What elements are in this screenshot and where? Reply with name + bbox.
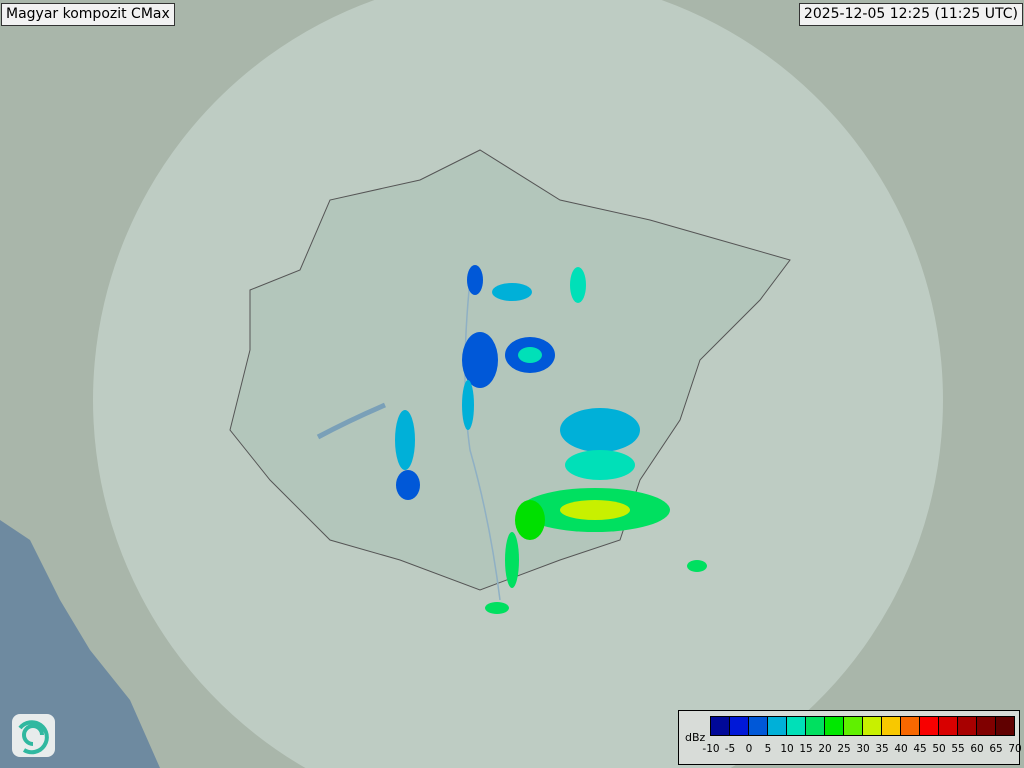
legend-color-cell — [996, 717, 1014, 735]
legend-tick-label: 45 — [913, 743, 927, 755]
legend-tick-label: 70 — [1008, 743, 1022, 755]
legend-ticks: -10 -5 0 5 10 15 20 25 30 35 40 45 50 55 60 65 70 — [701, 743, 1021, 757]
legend-tick-label: 25 — [837, 743, 851, 755]
legend-color-cell — [863, 717, 882, 735]
legend-color-cell — [958, 717, 977, 735]
product-title: Magyar kompozit CMax — [1, 3, 175, 26]
legend-tick-label: 30 — [856, 743, 870, 755]
legend-tick-label: -5 — [724, 743, 736, 755]
legend-tick-label: 50 — [932, 743, 946, 755]
legend-tick-label: 10 — [780, 743, 794, 755]
legend-color-cell — [806, 717, 825, 735]
legend-unit: dBz — [685, 731, 706, 744]
legend-tick-label: 20 — [818, 743, 832, 755]
legend-color-cell — [920, 717, 939, 735]
legend-color-cell — [939, 717, 958, 735]
legend-color-cell — [825, 717, 844, 735]
hungary-border — [229, 149, 791, 591]
legend-color-cell — [787, 717, 806, 735]
timestamp: 2025-12-05 12:25 (11:25 UTC) — [798, 3, 1023, 26]
danube-river — [464, 279, 501, 601]
legend-color-cell — [844, 717, 863, 735]
swirl-logo-icon — [12, 714, 55, 757]
legend-tick-label: 15 — [799, 743, 813, 755]
legend-tick-label: 65 — [989, 743, 1003, 755]
legend-tick-label: 55 — [951, 743, 965, 755]
legend-tick-label: 60 — [970, 743, 984, 755]
radar-echoes — [395, 265, 707, 614]
legend-tick-label: 40 — [894, 743, 908, 755]
dbz-legend: dBz -10 -5 0 5 10 15 20 25 30 35 40 45 50 55 60 65 70 — [678, 710, 1022, 765]
legend-tick-label: 5 — [764, 743, 772, 755]
lake-balaton — [316, 402, 386, 440]
legend-color-cell — [749, 717, 768, 735]
legend-tick-label: 0 — [745, 743, 753, 755]
legend-tick-label: 35 — [875, 743, 889, 755]
adriatic-sea — [0, 520, 160, 768]
legend-color-cell — [711, 717, 730, 735]
legend-color-cell — [730, 717, 749, 735]
legend-color-cell — [768, 717, 787, 735]
legend-color-cell — [977, 717, 996, 735]
legend-color-cell — [882, 717, 901, 735]
legend-color-scale — [710, 716, 1015, 736]
legend-color-cell — [901, 717, 920, 735]
legend-tick-label: -10 — [702, 743, 720, 755]
